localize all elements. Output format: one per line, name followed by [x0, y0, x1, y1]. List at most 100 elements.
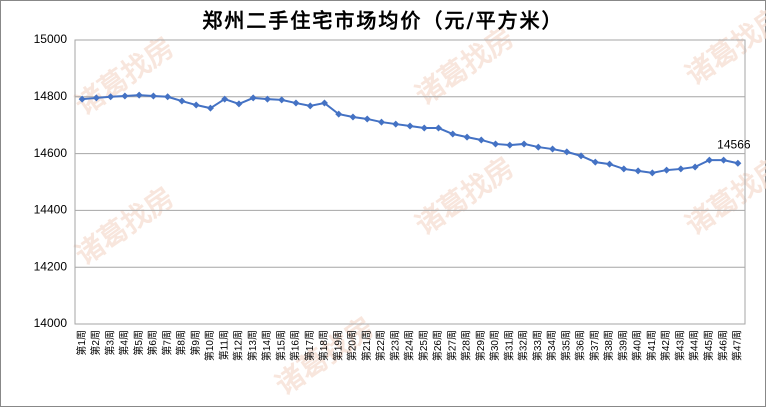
- x-tick-label: 第16周: [289, 330, 302, 361]
- marker: [463, 133, 471, 141]
- x-tick-label: 第8周: [175, 330, 188, 356]
- marker: [734, 159, 742, 167]
- x-tick-label: 第47周: [731, 330, 744, 361]
- x-tick-label: 第13周: [246, 330, 259, 361]
- y-tick-label: 14400: [34, 203, 68, 217]
- marker: [420, 124, 428, 132]
- marker: [677, 165, 685, 173]
- x-tick-label: 第28周: [460, 330, 473, 361]
- x-tick-label: 第24周: [403, 330, 416, 361]
- marker: [320, 99, 328, 107]
- x-tick-label: 第7周: [160, 330, 173, 356]
- marker: [349, 113, 357, 121]
- marker: [263, 95, 271, 103]
- marker: [135, 91, 143, 99]
- marker: [506, 141, 514, 149]
- marker: [149, 92, 157, 100]
- x-tick-label: 第32周: [517, 330, 530, 361]
- marker: [78, 95, 86, 103]
- x-tick-label: 第20周: [346, 330, 359, 361]
- y-tick-label: 14000: [34, 316, 68, 330]
- marker: [663, 166, 671, 174]
- marker: [206, 104, 214, 112]
- x-tick-label: 第44周: [688, 330, 701, 361]
- marker: [292, 99, 300, 107]
- x-tick-label: 第25周: [417, 330, 430, 361]
- plot-border: [74, 39, 746, 325]
- marker: [392, 120, 400, 128]
- x-tick-label: 第4周: [118, 330, 131, 356]
- x-tick-label: 第45周: [702, 330, 715, 361]
- marker: [492, 140, 500, 148]
- x-tick-label: 第5周: [132, 330, 145, 356]
- x-tick-label: 第2周: [89, 330, 102, 356]
- x-tick-label: 第12周: [232, 330, 245, 361]
- marker: [691, 163, 699, 171]
- x-tick-label: 第15周: [274, 330, 287, 361]
- marker: [634, 167, 642, 175]
- marker: [563, 148, 571, 156]
- marker: [520, 140, 528, 148]
- x-tick-label: 第11周: [217, 330, 230, 360]
- marker: [577, 152, 585, 160]
- x-tick-label: 第18周: [317, 330, 330, 361]
- x-tick-label: 第34周: [545, 330, 558, 361]
- data-label: 14566: [717, 137, 751, 151]
- x-tick-label: 第39周: [616, 330, 629, 361]
- x-tick-label: 第22周: [374, 330, 387, 361]
- y-tick-label: 14600: [34, 146, 68, 160]
- marker: [534, 143, 542, 151]
- marker: [449, 130, 457, 138]
- y-tick-label: 14200: [34, 259, 68, 273]
- x-tick-label: 第27周: [445, 330, 458, 361]
- chart-title: 郑州二手住宅市场均价（元/平方米）: [202, 9, 563, 33]
- marker: [720, 156, 728, 164]
- x-tick-label: 第38周: [602, 330, 615, 361]
- marker: [335, 110, 343, 118]
- x-tick-label: 第23周: [388, 330, 401, 361]
- marker: [620, 165, 628, 173]
- marker: [435, 124, 443, 132]
- x-tick-label: 第17周: [303, 330, 316, 361]
- marker: [648, 169, 656, 177]
- y-tick-label: 14800: [34, 89, 68, 103]
- marker: [249, 94, 257, 102]
- x-tick-label: 第3周: [103, 330, 116, 356]
- x-tick-label: 第33周: [531, 330, 544, 361]
- marker: [235, 100, 243, 108]
- marker: [92, 94, 100, 102]
- marker: [107, 93, 115, 101]
- marker: [306, 102, 314, 110]
- marker: [549, 145, 557, 153]
- marker: [705, 156, 713, 164]
- marker: [606, 160, 614, 168]
- marker: [164, 93, 172, 101]
- x-tick-label: 第9周: [189, 330, 202, 356]
- x-tick-label: 第37周: [588, 330, 601, 361]
- marker: [406, 122, 414, 130]
- x-tick-label: 第31周: [502, 330, 515, 361]
- x-tick-label: 第19周: [331, 330, 344, 361]
- x-tick-label: 第35周: [559, 330, 572, 361]
- x-tick-label: 第46周: [716, 330, 729, 361]
- marker: [377, 118, 385, 126]
- x-tick-label: 第29周: [474, 330, 487, 361]
- y-tick-label: 15000: [34, 32, 68, 46]
- marker: [121, 92, 129, 100]
- x-tick-label: 第36周: [574, 330, 587, 361]
- marker: [278, 96, 286, 104]
- marker: [363, 115, 371, 123]
- x-tick-label: 第42周: [659, 330, 672, 361]
- x-tick-label: 第21周: [360, 330, 373, 361]
- x-tick-label: 第26周: [431, 330, 444, 361]
- x-tick-label: 第43周: [673, 330, 686, 361]
- x-tick-label: 第41周: [645, 330, 658, 361]
- x-tick-label: 第40周: [631, 330, 644, 361]
- marker: [591, 158, 599, 166]
- marker: [477, 136, 485, 144]
- x-tick-label: 第6周: [146, 330, 159, 356]
- x-tick-label: 第10周: [203, 330, 216, 361]
- marker: [192, 101, 200, 109]
